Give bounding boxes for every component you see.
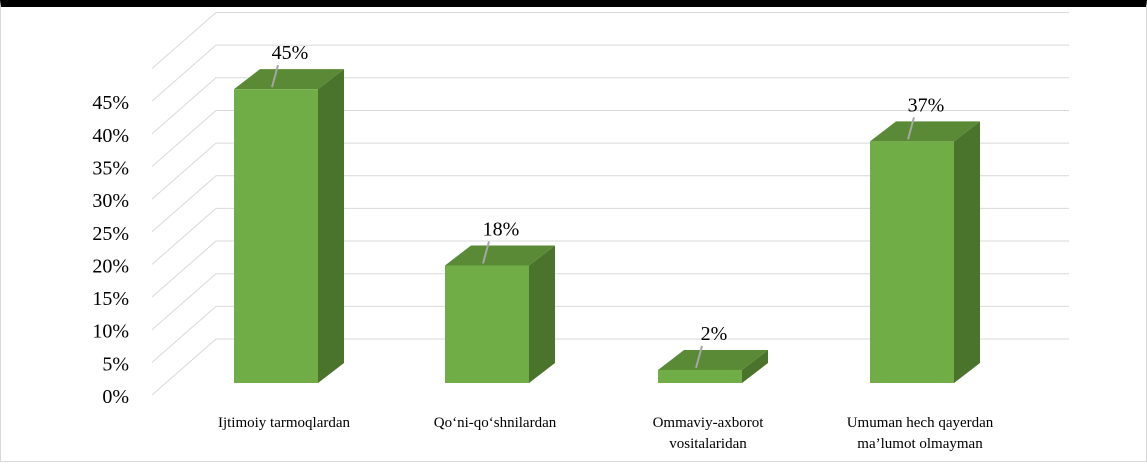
bar-top (658, 349, 768, 370)
category-label: Umuman hech qayerdan (847, 415, 994, 431)
y-tick-label: 0% (102, 386, 129, 408)
gridline (151, 12, 1069, 69)
gridline (151, 175, 1069, 233)
data-label: 18% (483, 218, 520, 240)
y-tick-label: 45% (92, 92, 129, 114)
y-tick-label: 35% (92, 157, 129, 179)
bar-side (954, 121, 980, 383)
bar (234, 69, 344, 384)
bar-side (318, 69, 344, 384)
category-label: vositalaridan (669, 436, 747, 452)
bar-front (658, 369, 742, 383)
bar (658, 349, 768, 383)
gridline (151, 44, 1069, 102)
gridline (151, 305, 1069, 363)
data-label: 2% (701, 323, 728, 345)
gridline (151, 240, 1069, 298)
bar-top (445, 245, 555, 266)
y-tick-label: 40% (92, 125, 129, 147)
category-label: Qo‘ni-qo‘shnilardan (434, 415, 557, 431)
gridline (151, 77, 1069, 135)
category-label: Ijtimoiy tarmoqlardan (218, 415, 351, 431)
bar (445, 245, 555, 383)
bar-side (529, 245, 555, 383)
leader-line (695, 345, 703, 369)
y-tick-label: 25% (92, 223, 129, 245)
y-tick-label: 10% (92, 321, 129, 343)
data-label: 45% (272, 42, 309, 64)
gridline (151, 109, 1069, 167)
y-tick-label: 30% (92, 190, 129, 212)
leader-line (907, 117, 915, 140)
category-label: ma’lumot olmayman (857, 436, 983, 452)
gridline (151, 273, 1069, 331)
bar (870, 121, 980, 383)
gridline (151, 207, 1069, 265)
leader-line (271, 64, 279, 88)
bar-top (870, 121, 980, 142)
bar-front (870, 141, 954, 383)
bar-top (234, 69, 344, 90)
gridline (151, 338, 1069, 396)
y-tick-label: 15% (92, 288, 129, 310)
bar-front (445, 265, 529, 383)
y-tick-label: 5% (102, 353, 129, 375)
gridline (151, 142, 1069, 200)
bar-side (742, 349, 768, 383)
data-label: 37% (908, 94, 945, 116)
category-label: Ommaviy-axborot (653, 415, 765, 431)
column-chart: 0% 5% 10% 15% 20% 25% 30% 35% 40% 45% 45% Ijtimoiy … (92, 12, 1069, 452)
y-tick-label: 20% (92, 255, 129, 277)
leader-line (482, 241, 490, 264)
bar-front (234, 89, 318, 384)
